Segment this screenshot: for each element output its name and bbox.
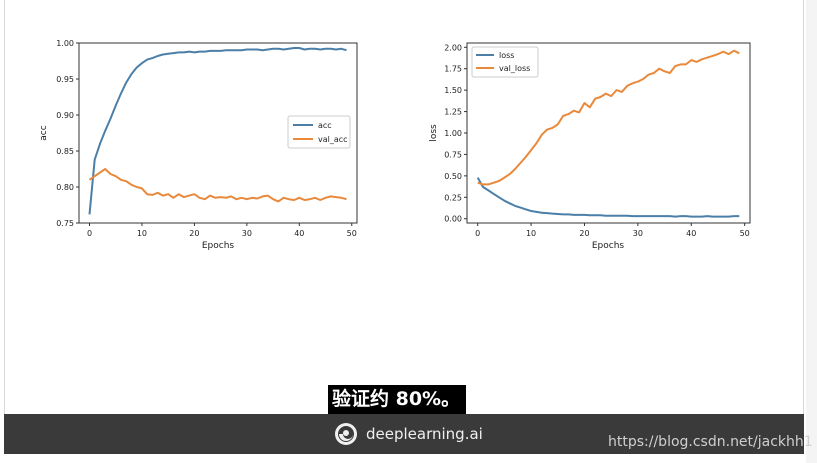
deeplearning-logo-icon: [335, 423, 357, 445]
legend-label-acc: acc: [318, 121, 332, 130]
y-tick-label: 0.25: [444, 193, 462, 202]
y-tick-label: 0.95: [56, 75, 74, 84]
accuracy-chart: 0.75 0.80 0.85 0.90 0.95 1.00 0 10 20 30 40 50 Epo…: [39, 39, 358, 251]
legend-label-val-loss: val_loss: [499, 64, 530, 73]
y-tick-label: 0.85: [56, 147, 74, 156]
legend-label-val-acc: val_acc: [318, 135, 348, 144]
brand: deeplearning.ai: [334, 422, 483, 446]
x-tick-label: 0: [475, 229, 480, 238]
x-tick-label: 40: [686, 229, 696, 238]
y-tick-label: 0.80: [56, 183, 74, 192]
series-line-val-acc: [88, 168, 347, 203]
y-tick-label: 2.00: [444, 43, 462, 52]
y-tick-label: 0.75: [444, 150, 462, 159]
watermark-url: https://blog.csdn.net/jackhh1: [608, 434, 813, 450]
charts-canvas: 0.75 0.80 0.85 0.90 0.95 1.00 0 10 20 30 40 50 Epo…: [39, 39, 751, 251]
series-line-val-loss: [477, 49, 740, 186]
loss-legend: loss val_loss: [471, 46, 539, 78]
x-tick-label: 50: [347, 229, 357, 238]
y-tick-label: 0.50: [444, 172, 462, 181]
loss-ylabel: loss: [429, 124, 439, 142]
accuracy-x-ticks: 0 10 20 30 40 50: [87, 223, 357, 238]
loss-chart: 0.00 0.25 0.50 0.75 1.00 1.25 1.50 1.75 2.00 0 10…: [429, 42, 751, 251]
x-tick-label: 20: [189, 229, 199, 238]
loss-xlabel: Epochs: [592, 241, 625, 251]
x-tick-label: 20: [579, 229, 589, 238]
accuracy-y-ticks: 0.75 0.80 0.85 0.90 0.95 1.00: [56, 39, 79, 228]
accuracy-xlabel: Epochs: [202, 241, 235, 251]
footer-bar: [4, 414, 804, 454]
x-tick-label: 0: [87, 229, 92, 238]
y-tick-label: 0.75: [56, 219, 74, 228]
brand-name: deeplearning.ai: [366, 425, 483, 443]
x-tick-label: 50: [740, 229, 750, 238]
x-tick-label: 30: [242, 229, 252, 238]
y-tick-label: 1.00: [56, 39, 74, 48]
y-tick-label: 1.25: [444, 108, 462, 117]
side-strip: [806, 0, 817, 463]
loss-y-ticks: 0.00 0.25 0.50 0.75 1.00 1.25 1.50 1.75 2.00: [444, 43, 467, 224]
x-tick-label: 40: [294, 229, 304, 238]
y-tick-label: 1.50: [444, 86, 462, 95]
x-tick-label: 10: [137, 229, 147, 238]
y-tick-label: 0.00: [444, 215, 462, 224]
accuracy-series: [88, 47, 347, 215]
x-tick-label: 10: [526, 229, 536, 238]
x-tick-label: 30: [633, 229, 643, 238]
series-line-loss: [476, 177, 740, 218]
video-subtitle: 验证约 80%。: [328, 385, 467, 414]
y-tick-label: 1.00: [444, 129, 462, 138]
loss-x-ticks: 0 10 20 30 40 50: [475, 223, 750, 238]
y-tick-label: 1.75: [444, 65, 462, 74]
accuracy-legend: acc val_acc: [287, 115, 351, 149]
loss-series: [476, 49, 740, 218]
legend-label-loss: loss: [499, 51, 514, 60]
y-tick-label: 0.90: [56, 111, 74, 120]
series-line-acc: [88, 47, 347, 215]
accuracy-ylabel: acc: [39, 125, 49, 140]
